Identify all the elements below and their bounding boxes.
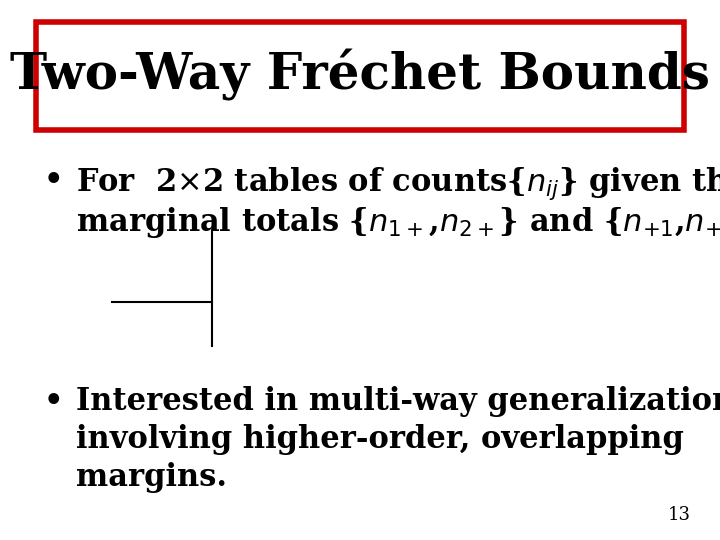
- Text: •: •: [43, 165, 63, 195]
- Text: margins.: margins.: [76, 462, 227, 492]
- Text: marginal totals {$\mathit{n}_{1+}$,$\mathit{n}_{2+}$} and {$\mathit{n}_{+1}$,$\m: marginal totals {$\mathit{n}_{1+}$,$\mat…: [76, 205, 720, 240]
- Text: Interested in multi-way generalizations: Interested in multi-way generalizations: [76, 386, 720, 417]
- Text: •: •: [43, 386, 63, 417]
- Text: 13: 13: [668, 506, 691, 524]
- Text: involving higher-order, overlapping: involving higher-order, overlapping: [76, 424, 683, 455]
- Text: Two-Way Fréchet Bounds: Two-Way Fréchet Bounds: [10, 49, 710, 100]
- Text: For  2$\times$2 tables of counts{$\mathit{n}_{ij}$} given the: For 2$\times$2 tables of counts{$\mathit…: [76, 165, 720, 201]
- FancyBboxPatch shape: [36, 22, 684, 130]
